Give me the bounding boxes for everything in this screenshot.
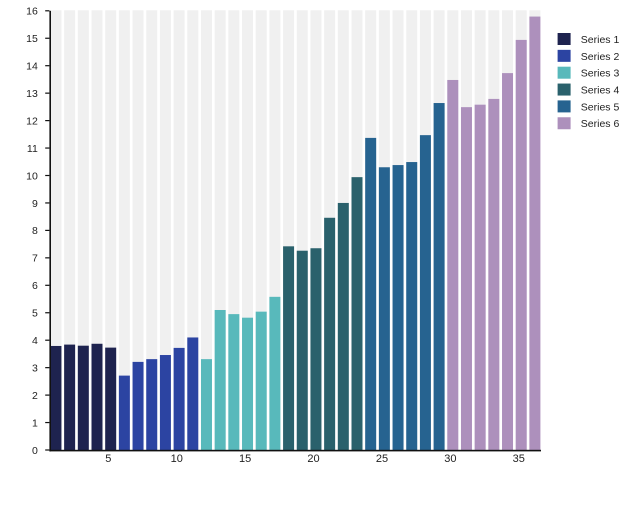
svg-text:5: 5 [105,453,111,465]
svg-text:11: 11 [27,143,38,155]
svg-text:25: 25 [376,453,388,465]
svg-text:Series 1: Series 1 [581,34,620,46]
svg-text:Series 5: Series 5 [581,101,620,113]
svg-text:4: 4 [32,335,38,347]
svg-text:2: 2 [32,390,38,402]
svg-text:15: 15 [26,33,38,45]
svg-text:7: 7 [32,253,38,265]
svg-text:0: 0 [32,445,38,457]
svg-text:30: 30 [444,453,456,465]
svg-text:16: 16 [26,6,38,18]
svg-text:12: 12 [26,115,38,127]
svg-text:10: 10 [171,453,183,465]
svg-text:Series 6: Series 6 [581,118,620,130]
svg-text:10: 10 [26,170,38,182]
svg-text:14: 14 [26,61,38,73]
svg-text:Series 4: Series 4 [581,84,620,96]
svg-text:5: 5 [32,308,38,320]
svg-text:6: 6 [32,280,38,292]
svg-text:35: 35 [513,453,525,465]
svg-text:Series 2: Series 2 [581,51,620,63]
svg-text:9: 9 [32,198,38,210]
svg-text:20: 20 [307,453,319,465]
svg-text:13: 13 [26,88,38,100]
svg-text:8: 8 [32,225,38,237]
svg-text:Series 3: Series 3 [581,68,620,80]
svg-text:1: 1 [32,417,38,429]
svg-text:3: 3 [32,362,38,374]
svg-text:15: 15 [239,453,251,465]
